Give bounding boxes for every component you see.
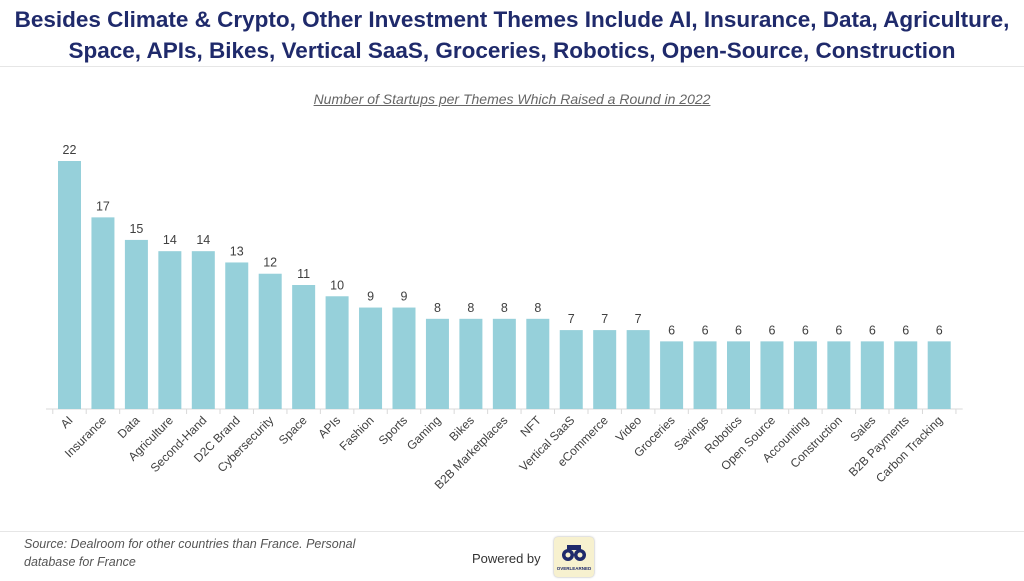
bar-chart: 22AI17Insurance15Data14Agriculture14Seco… (46, 143, 963, 492)
bar-b2b-marketplaces (492, 318, 516, 409)
bar-ai (58, 161, 81, 409)
bar-space (292, 285, 316, 409)
value-label: 14 (196, 233, 210, 247)
bar-fashion (359, 307, 383, 409)
value-label: 22 (63, 143, 77, 157)
value-label: 7 (568, 312, 575, 326)
bar-video (626, 330, 650, 409)
bar-robotics (727, 341, 750, 409)
value-label: 6 (835, 323, 842, 337)
value-label: 8 (534, 301, 541, 315)
category-label: Fashion (337, 413, 377, 453)
bar-groceries (660, 341, 684, 409)
value-label: 8 (434, 301, 441, 315)
bar-vertical-saas (559, 330, 583, 409)
value-label: 14 (163, 233, 177, 247)
bar-savings (693, 341, 717, 409)
bar-nft (526, 318, 550, 409)
chart-title: Number of Startups per Themes Which Rais… (313, 91, 711, 107)
value-label: 15 (129, 222, 143, 236)
bar-insurance (91, 217, 115, 409)
bar-accounting (793, 341, 817, 409)
value-label: 8 (501, 301, 508, 315)
value-label: 11 (297, 267, 310, 281)
bar-data (124, 239, 148, 409)
binoculars-icon (562, 545, 586, 561)
category-label: Sales (847, 413, 878, 444)
category-label: Data (115, 413, 143, 441)
page-title: Besides Climate & Crypto, Other Investme… (0, 4, 1024, 66)
value-label: 6 (936, 323, 943, 337)
category-label: Bikes (446, 413, 477, 444)
bar-sports (392, 307, 416, 409)
value-label: 13 (230, 244, 244, 258)
value-label: 6 (869, 323, 876, 337)
category-label: APIs (315, 413, 343, 441)
bar-sales (860, 341, 884, 409)
title-divider (0, 66, 1024, 67)
value-label: 17 (96, 199, 110, 213)
logo-text: OVERLEARNED (556, 566, 592, 571)
bar-construction (827, 341, 851, 409)
category-label: Gaming (404, 413, 444, 453)
bar-open-source (760, 341, 784, 409)
value-label: 9 (367, 290, 374, 304)
footer-divider (0, 531, 1024, 532)
category-label: AI (58, 413, 76, 431)
bar-gaming (425, 318, 449, 409)
value-label: 9 (401, 290, 408, 304)
value-label: 10 (330, 278, 344, 292)
value-label: 6 (668, 323, 675, 337)
powered-by-label: Powered by (472, 551, 541, 566)
category-label: NFT (518, 413, 545, 440)
bar-apis (325, 296, 349, 409)
bar-d2c-brand (225, 262, 249, 409)
value-label: 6 (768, 323, 775, 337)
bar-ecommerce (593, 330, 617, 409)
bar-cybersecurity (258, 273, 282, 409)
bar-second-hand (191, 251, 215, 409)
category-label: Space (276, 413, 310, 447)
title-line-2: Space, APIs, Bikes, Vertical SaaS, Groce… (68, 38, 956, 63)
value-label: 6 (702, 323, 709, 337)
bar-agriculture (158, 251, 182, 409)
value-label: 8 (467, 301, 474, 315)
overlearned-logo: OVERLEARNED (554, 537, 594, 577)
value-label: 7 (601, 312, 608, 326)
value-label: 6 (902, 323, 909, 337)
title-line-1: Besides Climate & Crypto, Other Investme… (14, 7, 1010, 32)
value-label: 6 (802, 323, 809, 337)
bar-bikes (459, 318, 483, 409)
bar-b2b-payments (894, 341, 918, 409)
source-note: Source: Dealroom for other countries tha… (24, 537, 356, 569)
value-label: 6 (735, 323, 742, 337)
value-label: 7 (635, 312, 642, 326)
value-label: 12 (263, 256, 277, 270)
bar-carbon-tracking (927, 341, 951, 409)
